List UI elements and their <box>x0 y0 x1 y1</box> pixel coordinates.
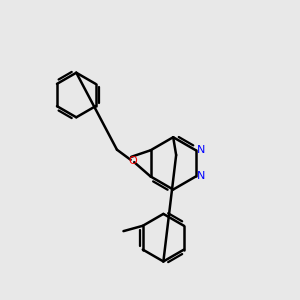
Text: O: O <box>128 156 137 166</box>
Text: N: N <box>197 145 206 155</box>
Text: N: N <box>197 172 206 182</box>
